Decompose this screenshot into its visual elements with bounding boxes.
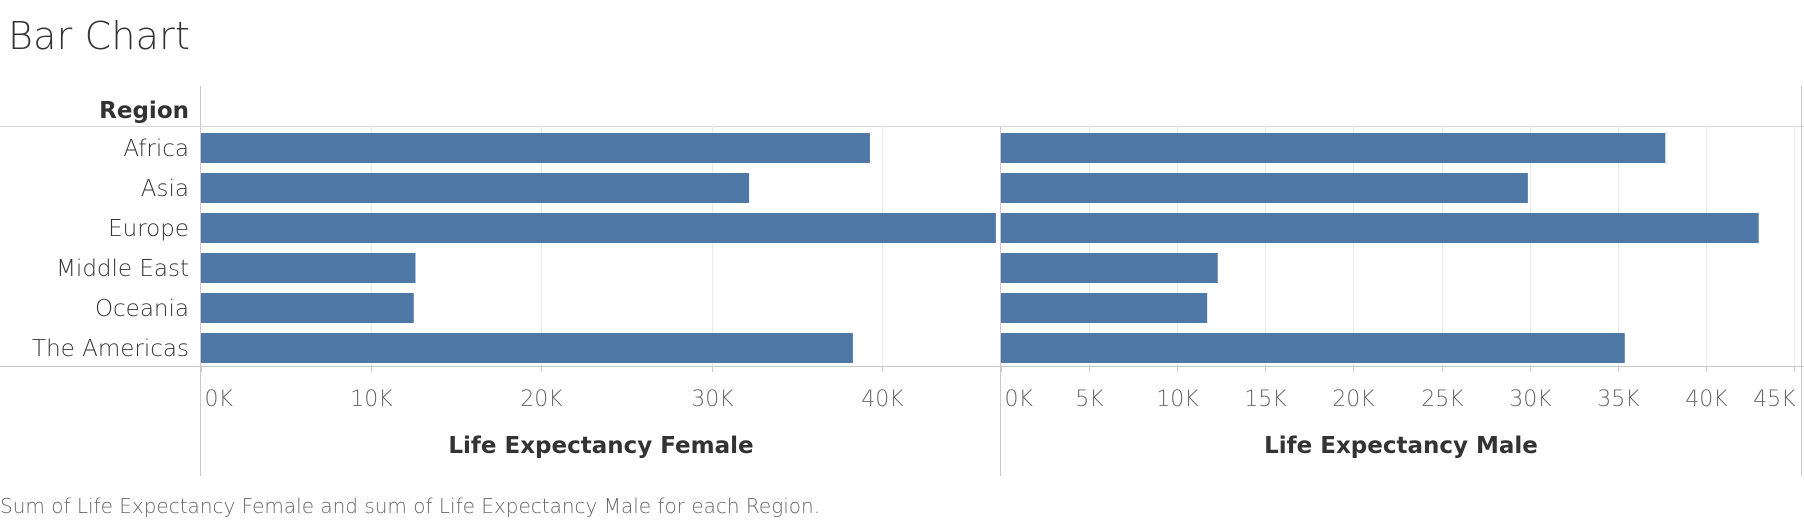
x-tick-label: 5K: [1075, 387, 1104, 412]
x-tick-label: 20K: [520, 387, 563, 412]
bar[interactable]: [1001, 333, 1625, 363]
bar[interactable]: [1001, 173, 1528, 203]
x-tick-label: 40K: [1685, 387, 1728, 412]
x-tick-label: 30K: [1509, 387, 1552, 412]
bar[interactable]: [1001, 293, 1208, 323]
x-tick-label: 25K: [1421, 387, 1464, 412]
x-axis-title: Life Expectancy Female: [448, 433, 753, 459]
bar[interactable]: [201, 173, 750, 203]
bar[interactable]: [1001, 253, 1218, 283]
bar[interactable]: [1001, 213, 1759, 243]
x-tick-label: 10K: [1156, 387, 1199, 412]
category-label: Asia: [141, 176, 189, 202]
x-tick-label: 0K: [1005, 387, 1034, 412]
x-tick-label: 45K: [1753, 387, 1796, 412]
x-tick-label: 40K: [861, 387, 904, 412]
category-label: Africa: [123, 136, 189, 162]
labels-layer: Africa Asia Europe Middle East Oceania The Am…: [32, 136, 1796, 459]
x-tick-label: 30K: [691, 387, 734, 412]
chart-caption: Sum of Life Expectancy Female and sum of…: [0, 494, 821, 518]
bar[interactable]: [201, 333, 853, 363]
chart-title: Bar Chart: [8, 14, 191, 58]
category-label: Europe: [108, 216, 189, 242]
x-tick-label: 35K: [1597, 387, 1640, 412]
x-tick-label: 20K: [1332, 387, 1375, 412]
category-label: Oceania: [95, 296, 189, 322]
bar[interactable]: [201, 133, 870, 163]
bar[interactable]: [201, 253, 416, 283]
x-tick-label: 10K: [350, 387, 393, 412]
bar[interactable]: [201, 293, 414, 323]
row-header-region: Region: [99, 98, 189, 124]
bars-layer: [201, 133, 1759, 363]
x-axis-title: Life Expectancy Male: [1264, 433, 1538, 459]
bar[interactable]: [1001, 133, 1666, 163]
category-label: The Americas: [32, 336, 189, 362]
bar[interactable]: [201, 213, 996, 243]
x-tick-label: 15K: [1244, 387, 1287, 412]
category-label: Middle East: [56, 256, 189, 282]
x-tick-label: 0K: [205, 387, 234, 412]
grid-layer: [201, 126, 1795, 372]
